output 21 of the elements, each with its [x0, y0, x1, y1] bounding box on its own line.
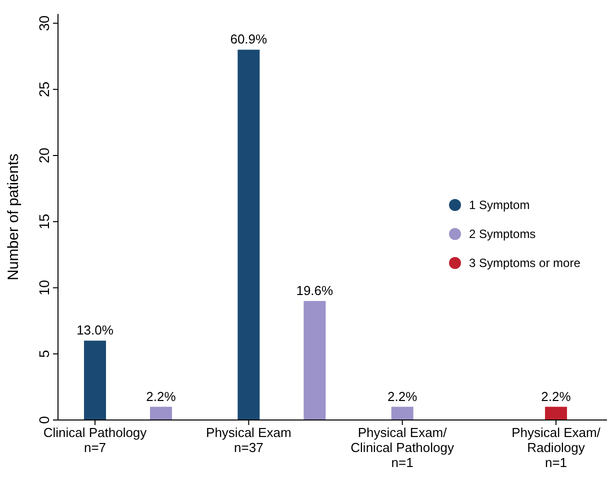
annotation: 13.0%: [76, 322, 114, 338]
annotation: 19.6%: [296, 282, 334, 298]
x-tick-label: Physical Exam n=37: [206, 425, 292, 455]
x-tick-label: Clinical Pathology n=7: [43, 425, 148, 455]
legend-label: 2 Symptoms: [469, 227, 536, 241]
legend-label: 3 Symptoms or more: [469, 256, 581, 270]
y-tick-label: 25: [36, 81, 52, 98]
y-tick-label: 20: [36, 148, 52, 164]
annotation: 60.9%: [230, 32, 268, 47]
annotation: 2.2%: [541, 388, 572, 404]
y-axis-title: Number of patients: [5, 154, 22, 280]
x-tick-label: Physical Exam/ Radiology n=1: [512, 425, 601, 470]
y-tick-label: 0: [36, 416, 52, 424]
legend-label: 1 Symptom: [469, 198, 530, 212]
y-tick-label: 10: [36, 280, 52, 296]
annotation: 2.2%: [388, 388, 418, 404]
x-tick-label: Physical Exam/ Clinical Pathology n=1: [350, 425, 454, 470]
y-tick-label: 30: [36, 15, 52, 32]
y-tick-label: 15: [36, 214, 52, 230]
y-tick-label: 5: [36, 350, 52, 358]
annotation: 2.2%: [146, 388, 176, 404]
